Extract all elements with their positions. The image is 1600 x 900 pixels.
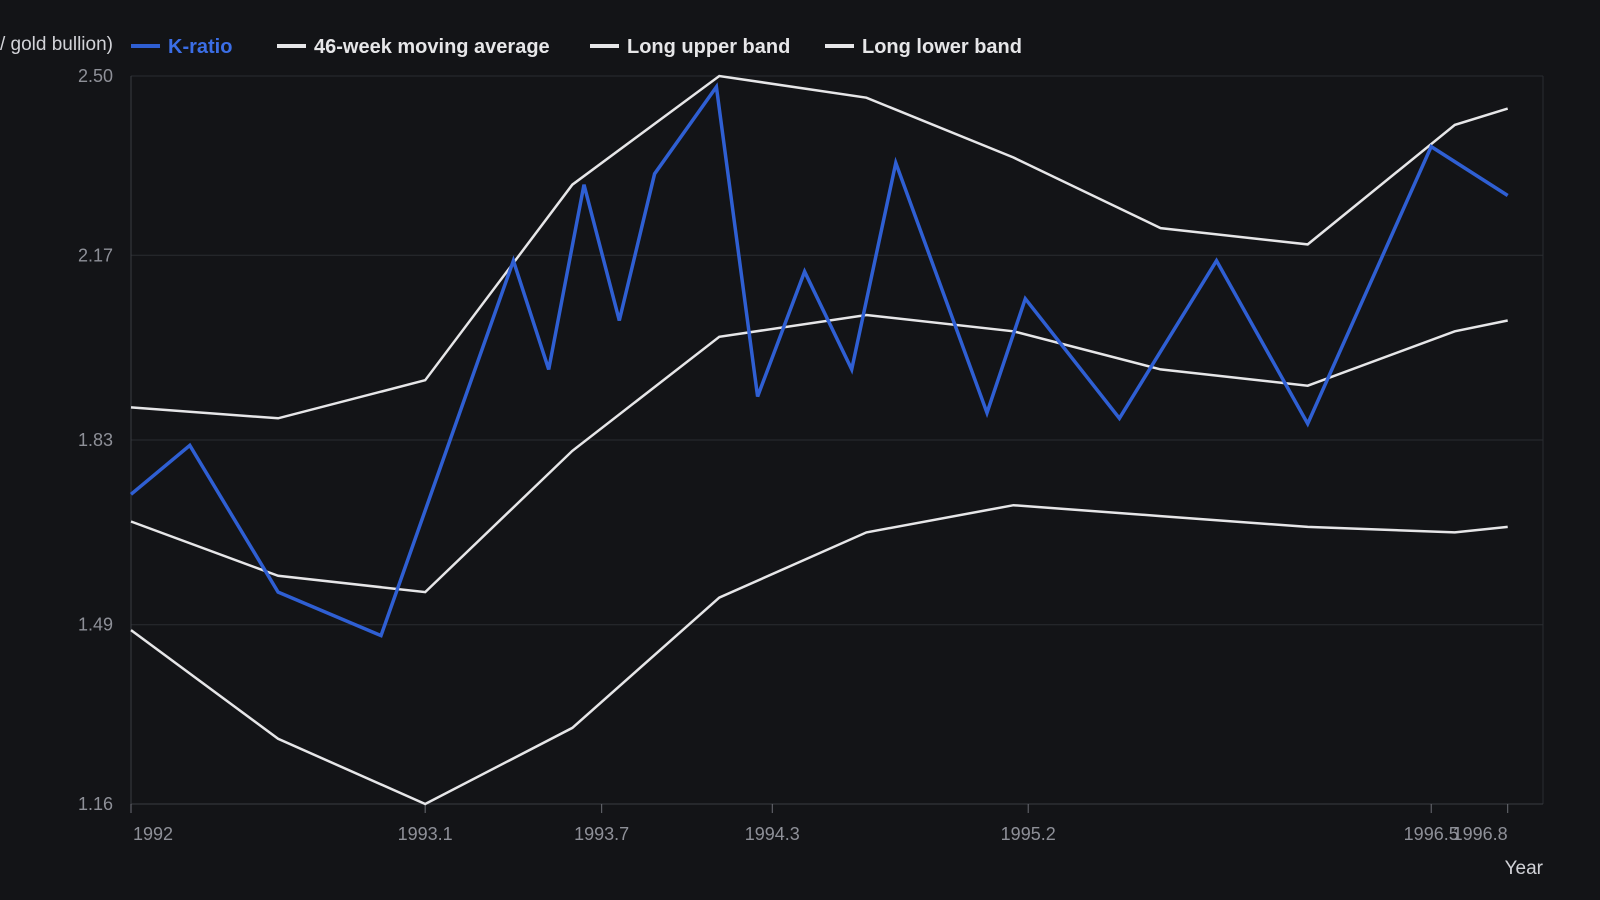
x-tick-label: 1994.3 bbox=[745, 824, 800, 844]
legend: K-ratio 46-week moving average Long upper … bbox=[131, 36, 1022, 58]
tick-labels: 1.16 1.49 1.83 2.17 2.50 1992 1993.1 1993.7 1994… bbox=[78, 66, 1508, 844]
y-tick-label: 1.83 bbox=[78, 430, 113, 450]
y-tick-label: 1.49 bbox=[78, 615, 113, 635]
legend-label: 46-week moving average bbox=[314, 36, 550, 58]
series-line-46-week-moving-average bbox=[130, 313, 1508, 594]
legend-label: Long upper band bbox=[627, 36, 790, 58]
legend-item: Long upper band bbox=[590, 36, 790, 58]
x-tick-label: 1996.5 bbox=[1404, 824, 1459, 844]
x-axis-title: Year bbox=[1505, 858, 1544, 879]
legend-label: K-ratio bbox=[168, 36, 232, 58]
series-lines bbox=[129, 74, 1509, 806]
series-line-long-lower-band bbox=[130, 503, 1508, 806]
y-tick-label: 2.17 bbox=[78, 245, 113, 265]
axes bbox=[130, 76, 1544, 813]
x-tick-label: 1995.2 bbox=[1001, 824, 1056, 844]
y-tick-label: 1.16 bbox=[78, 794, 113, 814]
series-line-k-ratio bbox=[129, 82, 1509, 638]
y-axis-title: (K-ratio / gold bullion) bbox=[0, 34, 113, 55]
legend-item: 46-week moving average bbox=[277, 36, 550, 58]
x-tick-label: 1993.1 bbox=[398, 824, 453, 844]
legend-label: Long lower band bbox=[862, 36, 1022, 58]
legend-item: K-ratio bbox=[131, 36, 232, 58]
series-line-long-upper-band bbox=[130, 74, 1509, 420]
x-tick-label: 1996.8 bbox=[1453, 824, 1508, 844]
x-tick-label: 1992 bbox=[133, 824, 173, 844]
legend-item: Long lower band bbox=[825, 36, 1022, 58]
y-tick-label: 2.50 bbox=[78, 66, 113, 86]
x-tick-label: 1993.7 bbox=[574, 824, 629, 844]
